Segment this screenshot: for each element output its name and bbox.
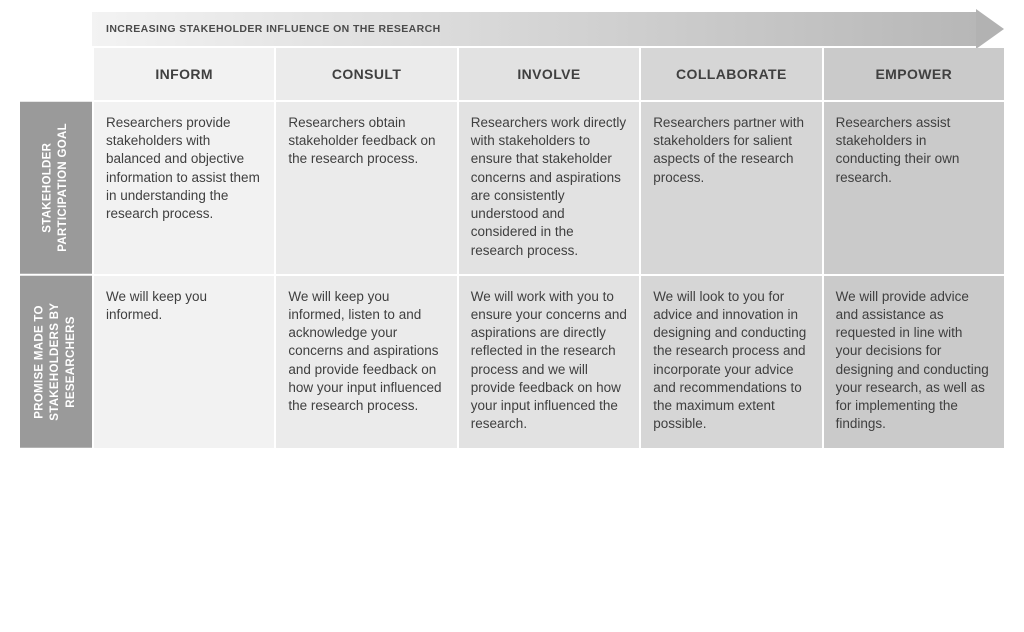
arrow-label: INCREASING STAKEHOLDER INFLUENCE ON THE … [92, 12, 976, 46]
cell-goal-empower: Researchers assist stakeholders in condu… [824, 102, 1004, 274]
cell-promise-involve: We will work with you to ensure your con… [459, 276, 639, 448]
stakeholder-spectrum-table: INCREASING STAKEHOLDER INFLUENCE ON THE … [0, 0, 1024, 632]
col-header-consult: CONSULT [276, 48, 456, 100]
cell-goal-inform: Researchers provide stakeholders with ba… [94, 102, 274, 274]
cell-goal-consult: Researchers obtain stakeholder feedback … [276, 102, 456, 274]
col-header-collaborate: COLLABORATE [641, 48, 821, 100]
cell-promise-inform: We will keep you informed. [94, 276, 274, 448]
col-header-involve: INVOLVE [459, 48, 639, 100]
col-header-inform: INFORM [94, 48, 274, 100]
cell-goal-involve: Researchers work directly with stakehold… [459, 102, 639, 274]
row-label-goal: STAKEHOLDER PARTICIPATION GOAL [20, 102, 92, 274]
cell-goal-collaborate: Researchers partner with stakeholders fo… [641, 102, 821, 274]
influence-arrow: INCREASING STAKEHOLDER INFLUENCE ON THE … [92, 12, 1004, 46]
spectrum-grid: INFORM CONSULT INVOLVE COLLABORATE EMPOW… [20, 48, 1004, 448]
cell-promise-consult: We will keep you informed, listen to and… [276, 276, 456, 448]
col-header-empower: EMPOWER [824, 48, 1004, 100]
corner-spacer [20, 48, 92, 100]
arrow-head-icon [976, 9, 1004, 49]
cell-promise-empower: We will provide advice and assistance as… [824, 276, 1004, 448]
row-label-promise: PROMISE MADE TO STAKEHOLDERS BY RESEARCH… [20, 276, 92, 448]
cell-promise-collaborate: We will look to you for advice and innov… [641, 276, 821, 448]
